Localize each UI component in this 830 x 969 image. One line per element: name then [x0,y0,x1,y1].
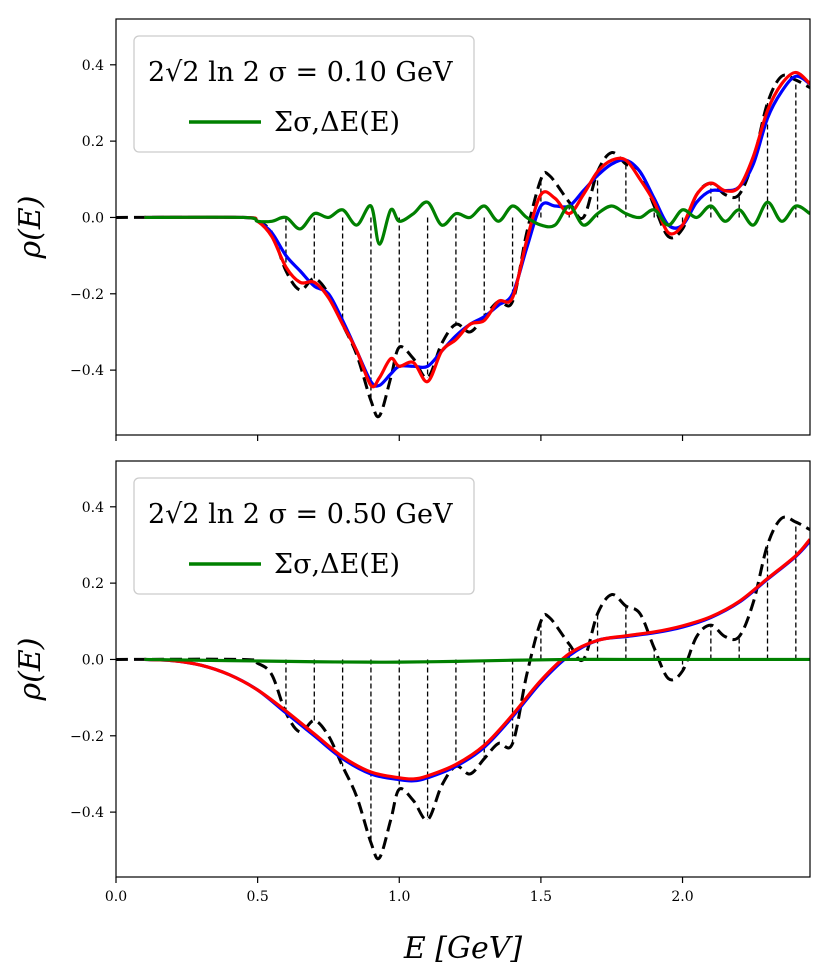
y-axis-label: ρ(E) [13,196,48,260]
x-tick-label: 0.5 [246,889,268,905]
legend-entry-label: Σσ,ΔE(E) [274,549,400,580]
y-axis-label: ρ(E) [13,638,48,702]
legend-header: 2√2 ln 2 σ = 0.10 GeV [148,57,453,88]
x-axis-label: E [GeV] [403,931,523,966]
axes-frame [115,460,811,878]
legend: 2√2 ln 2 σ = 0.50 GeV Σσ,ΔE(E) [133,477,475,595]
y-tick-label: −0.2 [70,287,104,303]
legend-header: 2√2 ln 2 σ = 0.50 GeV [148,499,453,530]
top-panel: −0.4 −0.2 0.0 0.2 0.4 ρ(E) 2√2 ln 2 σ = 0.10 G… [13,18,811,441]
y-tick-label: −0.4 [70,805,104,821]
y-tick-label: 0.4 [82,58,104,74]
x-tick-label: 1.5 [530,889,552,905]
series-line-3 [144,657,810,664]
x-tick-label: 2.0 [671,889,693,905]
y-tick-label: 0.2 [82,576,104,592]
y-tick-label: 0.0 [82,210,104,226]
y-tick-label: 0.4 [82,500,104,516]
x-tick-label: 0.0 [105,889,127,905]
plot-area [116,70,810,419]
x-tick-label: 1.0 [388,889,410,905]
series-line-2 [144,70,810,389]
axes-frame [115,18,811,436]
y-tick-label: 0.0 [82,652,104,668]
series-line-0 [116,515,810,861]
legend-entry-label: Σσ,ΔE(E) [274,107,400,138]
y-tick-label: −0.4 [70,363,104,379]
y-tick-label: 0.2 [82,134,104,150]
legend: 2√2 ln 2 σ = 0.10 GeV Σσ,ΔE(E) [133,35,475,153]
y-tick-label: −0.2 [70,729,104,745]
bottom-panel: 0.0 0.5 1.0 1.5 2.0 −0.4 −0.2 0.0 0.2 0.4 ρ(E) E [G… [13,460,811,966]
plot-area [116,515,810,861]
series-line-2 [144,538,810,781]
series-line-3 [144,200,810,246]
